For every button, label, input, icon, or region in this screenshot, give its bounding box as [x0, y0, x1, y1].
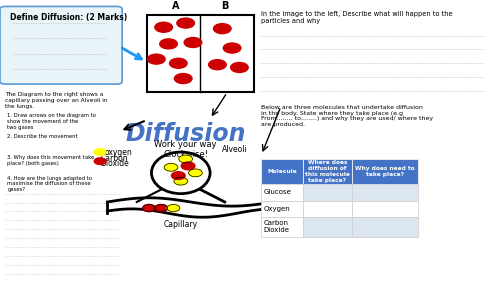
Circle shape — [155, 205, 168, 212]
Bar — [352, 184, 418, 201]
Bar — [262, 159, 303, 184]
Bar — [303, 201, 352, 217]
Circle shape — [188, 169, 202, 177]
Bar — [303, 159, 352, 184]
Bar — [352, 201, 418, 217]
Circle shape — [214, 24, 231, 34]
Bar — [262, 217, 303, 237]
Text: A: A — [172, 1, 180, 11]
Circle shape — [142, 205, 156, 212]
Bar — [352, 217, 418, 237]
Circle shape — [167, 205, 180, 212]
Text: Diffusion: Diffusion — [126, 122, 246, 146]
FancyBboxPatch shape — [0, 6, 122, 84]
Text: Carbon
Dioxide: Carbon Dioxide — [264, 220, 290, 234]
Text: Carbon: Carbon — [100, 155, 128, 164]
Circle shape — [164, 164, 178, 171]
Text: Work your way
Clockwise!: Work your way Clockwise! — [154, 140, 217, 159]
Bar — [262, 201, 303, 217]
Text: 1. Draw arrows on the diagram to
show the movement of the
two gases: 1. Draw arrows on the diagram to show th… — [8, 113, 96, 130]
Text: Alveoli: Alveoli — [222, 145, 248, 154]
Circle shape — [94, 149, 106, 155]
Text: 3. Why does this movement take
place? (both gases): 3. Why does this movement take place? (b… — [8, 155, 94, 166]
Bar — [352, 159, 418, 184]
Bar — [303, 217, 352, 237]
Circle shape — [182, 162, 195, 170]
Circle shape — [208, 60, 226, 70]
Circle shape — [230, 62, 248, 72]
Circle shape — [184, 37, 202, 47]
Text: In the image to the left, Describe what will happen to the
particles and why: In the image to the left, Describe what … — [262, 11, 453, 24]
Bar — [262, 184, 303, 201]
Text: The Diagram to the right shows a
capillary passing over an Alveoli in
the lungs.: The Diagram to the right shows a capilla… — [5, 92, 108, 109]
Text: Capillary: Capillary — [164, 220, 198, 229]
Text: Dioxide: Dioxide — [100, 159, 129, 168]
Text: B: B — [221, 1, 228, 11]
Circle shape — [155, 22, 172, 32]
Circle shape — [174, 177, 188, 185]
Text: Define Diffusion: (2 Marks): Define Diffusion: (2 Marks) — [10, 13, 127, 22]
Ellipse shape — [152, 152, 210, 194]
Circle shape — [174, 74, 192, 83]
Text: Why does need to
take place?: Why does need to take place? — [355, 166, 414, 177]
Text: Molecule: Molecule — [268, 169, 297, 174]
Text: oxygen: oxygen — [105, 148, 133, 157]
Circle shape — [172, 172, 185, 180]
Circle shape — [160, 39, 178, 49]
Circle shape — [224, 43, 241, 53]
Text: 2. Describe the movement: 2. Describe the movement — [8, 134, 78, 139]
Circle shape — [177, 18, 194, 28]
Circle shape — [170, 58, 187, 68]
Circle shape — [94, 158, 106, 164]
Text: Oxygen: Oxygen — [264, 206, 290, 212]
Text: Below are three molecules that undertake diffusion
in the body. State where they: Below are three molecules that undertake… — [262, 105, 434, 127]
Bar — [146, 15, 254, 92]
Circle shape — [179, 155, 192, 163]
Text: 4. How are the lungs adapted to
maximise the diffusion of these
gases?: 4. How are the lungs adapted to maximise… — [8, 176, 92, 192]
Circle shape — [148, 54, 165, 64]
Text: Where does
diffusion of
this molecule
take place?: Where does diffusion of this molecule ta… — [305, 160, 350, 183]
Bar — [303, 184, 352, 201]
Text: Glucose: Glucose — [264, 189, 291, 195]
